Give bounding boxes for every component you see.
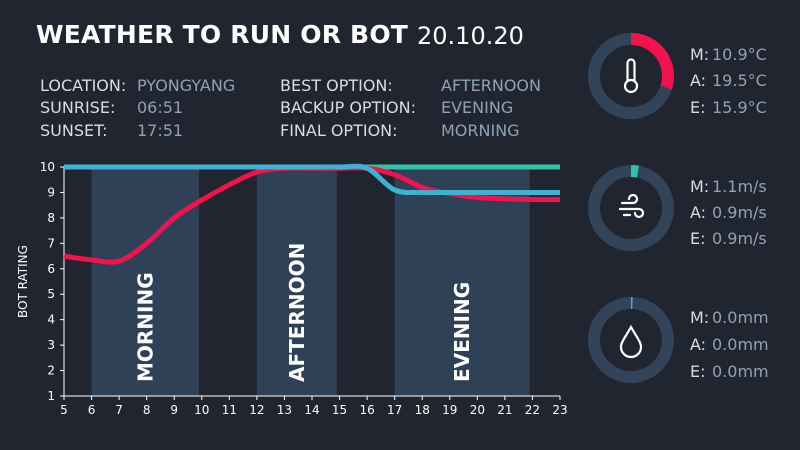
y-tick-label: 8	[47, 211, 55, 225]
y-tick-label: 9	[47, 185, 55, 199]
y-tick-label: 5	[47, 287, 55, 301]
wind-gauge	[588, 165, 674, 251]
x-tick-label: 6	[88, 403, 96, 417]
wind-evening: E: 0.9m/s	[690, 229, 767, 248]
x-tick-label: 18	[415, 403, 430, 417]
page-title: WEATHER TO RUN OR BOT	[36, 20, 409, 49]
x-tick-label: 20	[470, 403, 485, 417]
sunrise-value: 06:51	[137, 98, 184, 117]
sunrise-label: SUNRISE:	[40, 98, 116, 117]
x-tick-label: 9	[170, 403, 178, 417]
y-tick-label: 6	[47, 262, 55, 276]
best-option-value: AFTERNOON	[441, 76, 541, 95]
precipitation-gauge	[588, 297, 674, 383]
y-tick-label: 3	[47, 338, 55, 352]
report-date: 20.10.20	[417, 22, 524, 50]
backup-option-value: EVENING	[441, 98, 514, 117]
period-label: EVENING	[450, 282, 474, 382]
y-tick-label: 4	[47, 313, 55, 327]
x-tick-label: 13	[277, 403, 292, 417]
gauge-track	[588, 297, 674, 383]
y-tick-label: 1	[47, 389, 55, 403]
wind-afternoon: A: 0.9m/s	[690, 203, 767, 222]
y-axis-label: BOT RATING	[16, 245, 30, 318]
water-drop-icon	[619, 324, 643, 359]
temperature-evening: E: 15.9°C	[690, 98, 767, 117]
y-tick-label: 7	[47, 236, 55, 250]
x-tick-label: 5	[60, 403, 68, 417]
series-line	[64, 163, 560, 196]
x-tick-label: 17	[387, 403, 402, 417]
thermometer-icon	[623, 58, 639, 94]
temperature-gauge	[588, 33, 674, 119]
x-tick-label: 19	[442, 403, 457, 417]
precipitation-evening: E: 0.0mm	[690, 362, 769, 381]
precipitation-morning: M: 0.0mm	[690, 308, 769, 327]
x-tick-label: 22	[525, 403, 540, 417]
sunset-label: SUNSET:	[40, 121, 108, 140]
wind-icon	[618, 193, 645, 219]
period-band	[256, 167, 337, 396]
location-value: PYONGYANG	[137, 76, 236, 95]
gauge-fill	[588, 33, 674, 119]
x-tick-label: 10	[194, 403, 209, 417]
period-label: AFTERNOON	[285, 243, 309, 382]
x-tick-label: 14	[304, 403, 319, 417]
period-band	[394, 167, 530, 396]
gauge-fill	[588, 297, 674, 383]
x-tick-label: 12	[249, 403, 264, 417]
precipitation-afternoon: A: 0.0mm	[690, 335, 769, 354]
backup-option-label: BACKUP OPTION:	[280, 98, 417, 117]
x-tick-label: 21	[497, 403, 512, 417]
wind-morning: M: 1.1m/s	[690, 177, 767, 196]
location-label: LOCATION:	[40, 76, 127, 95]
x-tick-label: 11	[222, 403, 237, 417]
gauge-fill	[588, 165, 674, 251]
x-tick-label: 15	[332, 403, 347, 417]
y-tick-label: 10	[40, 160, 55, 174]
x-tick-label: 16	[359, 403, 374, 417]
y-tick-label: 2	[47, 364, 55, 378]
x-tick-label: 8	[143, 403, 151, 417]
x-tick-label: 23	[552, 403, 567, 417]
final-option-value: MORNING	[441, 121, 520, 140]
period-label: MORNING	[133, 272, 157, 382]
sunset-value: 17:51	[137, 121, 184, 140]
temperature-morning: M: 10.9°C	[690, 45, 767, 64]
best-option-label: BEST OPTION:	[280, 76, 393, 95]
x-tick-label: 7	[115, 403, 123, 417]
final-option-label: FINAL OPTION:	[280, 121, 398, 140]
period-band	[91, 167, 200, 396]
temperature-afternoon: A: 19.5°C	[690, 71, 767, 90]
